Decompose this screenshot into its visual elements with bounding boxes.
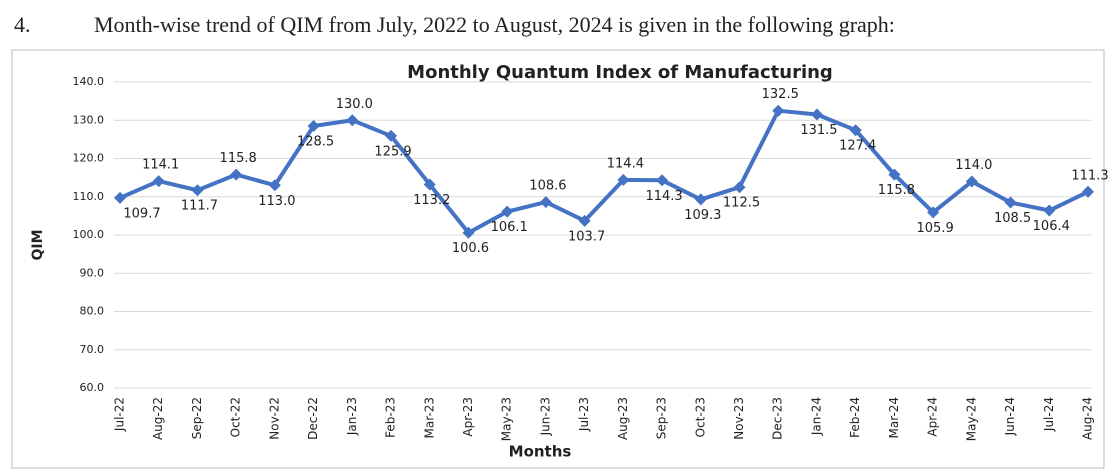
data-label: 113.0: [258, 194, 295, 209]
x-tick-label: Jul-22: [113, 397, 127, 432]
x-tick-label: Aug-23: [616, 397, 630, 440]
x-tick-label: Mar-24: [887, 397, 901, 438]
data-marker: [849, 124, 862, 137]
data-label: 114.0: [955, 158, 992, 173]
data-label: 128.5: [297, 134, 334, 149]
x-tick-label: Aug-24: [1081, 397, 1095, 440]
data-marker: [965, 175, 978, 188]
data-label: 127.4: [839, 139, 876, 154]
x-tick-label: May-24: [964, 397, 978, 441]
x-tick-label: Sep-23: [655, 397, 669, 439]
x-tick-label: Dec-23: [771, 397, 785, 440]
x-tick-label: Nov-23: [732, 397, 746, 440]
y-tick-label: 80.0: [80, 305, 105, 318]
x-tick-label: Mar-23: [422, 397, 436, 438]
data-marker: [346, 114, 359, 127]
data-marker: [152, 175, 165, 188]
data-marker: [888, 168, 901, 181]
data-label: 111.3: [1071, 168, 1108, 183]
data-marker: [810, 108, 823, 121]
data-marker: [1004, 196, 1017, 209]
data-label: 114.1: [142, 158, 179, 173]
y-tick-label: 100.0: [73, 228, 105, 241]
data-label: 109.3: [684, 208, 721, 223]
data-label: 111.7: [181, 199, 218, 214]
x-tick-label: Jun-23: [538, 397, 552, 436]
data-label: 108.6: [529, 179, 566, 194]
data-label: 114.4: [607, 156, 644, 171]
heading-number: 4.: [14, 12, 31, 37]
data-marker: [114, 191, 126, 204]
data-label: 131.5: [800, 123, 837, 138]
data-label: 106.4: [1033, 219, 1070, 234]
y-tick-label: 70.0: [80, 343, 105, 356]
data-marker: [656, 174, 669, 187]
data-label: 106.1: [491, 220, 528, 235]
data-line: [119, 108, 1089, 235]
x-tick-label: Nov-22: [267, 397, 281, 440]
chart-title: Monthly Quantum Index of Manufacturing: [407, 62, 833, 83]
data-marker: [1043, 204, 1056, 217]
data-label: 115.8: [220, 151, 257, 166]
data-marker: [617, 173, 630, 186]
x-tick-label: Apr-23: [461, 397, 475, 437]
data-marker: [423, 178, 436, 191]
y-tick-label: 60.0: [80, 381, 105, 394]
x-tick-label: Jan-23: [345, 397, 359, 436]
data-label: 108.5: [994, 211, 1031, 226]
data-label: 130.0: [336, 97, 373, 112]
y-tick-label: 140.0: [73, 75, 105, 88]
data-label: 109.7: [123, 206, 160, 221]
x-tick-label: Feb-23: [384, 397, 398, 438]
x-tick-label: Feb-24: [848, 397, 862, 438]
x-tick-label: Oct-23: [693, 397, 707, 437]
x-tick-label: Apr-24: [926, 397, 940, 437]
x-tick-label: Jul-24: [1042, 397, 1056, 432]
data-marker: [772, 104, 785, 117]
data-marker: [191, 184, 204, 197]
data-marker: [230, 168, 243, 181]
x-tick-label: Jun-24: [1003, 397, 1017, 436]
x-tick-label: Jul-23: [577, 397, 591, 432]
x-tick-label: Dec-22: [306, 397, 320, 440]
y-tick-label: 90.0: [80, 266, 105, 279]
x-tick-label: May-23: [500, 397, 514, 441]
data-label: 132.5: [762, 87, 799, 102]
data-marker: [1082, 185, 1094, 198]
data-marker: [462, 226, 475, 239]
x-tick-label: Aug-22: [151, 397, 165, 440]
x-tick-label: Oct-22: [229, 397, 243, 437]
x-axis-title: Months: [509, 443, 572, 461]
data-marker: [268, 179, 281, 192]
y-tick-label: 110.0: [73, 190, 105, 203]
y-axis-title: QIM: [30, 229, 46, 260]
data-label: 105.9: [917, 221, 954, 236]
data-label: 115.8: [878, 183, 915, 198]
data-label: 103.7: [568, 229, 605, 244]
data-label: 125.9: [374, 144, 411, 159]
x-tick-label: Jan-24: [809, 397, 823, 436]
data-marker: [385, 129, 398, 142]
data-marker: [578, 214, 591, 227]
x-tick-label: Sep-22: [190, 397, 204, 439]
y-tick-label: 130.0: [73, 113, 105, 126]
data-marker: [307, 119, 320, 132]
data-marker: [927, 206, 940, 219]
data-marker: [501, 205, 514, 218]
heading-text: Month-wise trend of QIM from July, 2022 …: [94, 12, 895, 37]
data-label: 112.5: [723, 196, 760, 211]
data-label: 100.6: [452, 241, 489, 256]
y-tick-label: 120.0: [73, 152, 105, 165]
data-marker: [539, 196, 552, 209]
chart-frame: [11, 49, 1105, 469]
data-label: 113.2: [413, 193, 450, 208]
data-marker: [694, 193, 707, 206]
data-marker: [733, 181, 746, 194]
data-label: 114.3: [645, 189, 682, 204]
